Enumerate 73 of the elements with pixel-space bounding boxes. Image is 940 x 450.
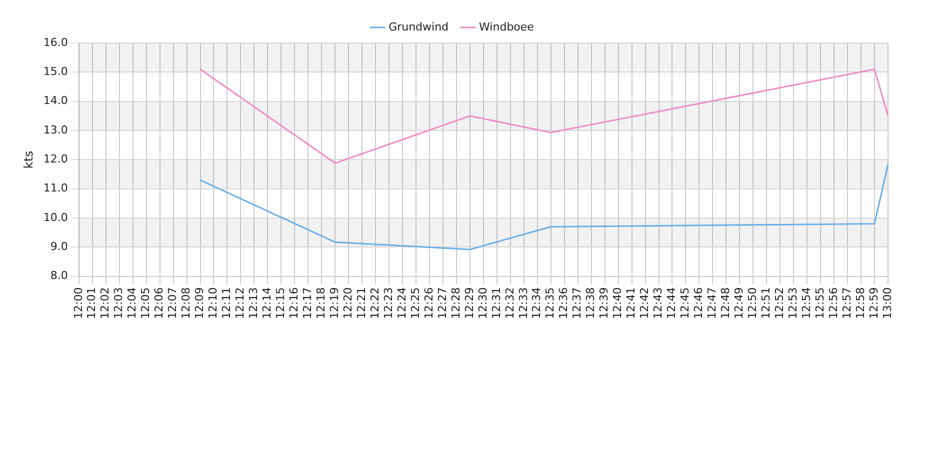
x-tick-label: 12:02 — [98, 287, 112, 320]
x-tick-label: 12:01 — [85, 287, 98, 320]
x-tick-label: 12:47 — [706, 287, 719, 320]
y-tick-label: 11.0 — [43, 182, 68, 195]
x-tick-label: 12:16 — [288, 287, 301, 320]
x-tick-label: 12:24 — [395, 287, 408, 320]
x-tick-label: 12:00 — [72, 287, 85, 320]
x-tick-label: 13:00 — [880, 287, 894, 320]
x-tick-label: 12:08 — [180, 287, 193, 320]
x-tick-label: 12:59 — [867, 287, 880, 320]
x-tick-label: 12:29 — [462, 287, 476, 320]
x-tick-label: 12:18 — [314, 287, 328, 320]
x-tick-label: 12:19 — [328, 287, 341, 320]
x-tick-label: 12:33 — [516, 287, 530, 320]
y-tick-label: 13.0 — [43, 123, 68, 136]
x-tick-label: 12:23 — [382, 287, 395, 320]
x-tick-label: 12:25 — [408, 287, 422, 320]
x-tick-label: 12:09 — [193, 287, 206, 320]
x-tick-label: 12:27 — [436, 287, 449, 320]
x-tick-label: 12:40 — [611, 287, 624, 320]
x-tick-label: 12:30 — [476, 287, 490, 320]
x-tick-label: 12:36 — [557, 287, 570, 320]
x-tick-label: 12:32 — [503, 287, 516, 320]
x-tick-label: 12:39 — [598, 287, 611, 320]
x-tick-label: 12:41 — [624, 287, 638, 320]
x-tick-label: 12:55 — [813, 287, 826, 320]
y-tick-label: 14.0 — [43, 94, 68, 108]
x-tick-label: 12:15 — [274, 287, 288, 320]
y-tick-label: 16.0 — [43, 36, 68, 49]
x-tick-label: 12:54 — [800, 287, 813, 320]
x-tick-label: 12:21 — [354, 287, 368, 320]
x-tick-label: 12:14 — [260, 287, 274, 320]
x-tick-label: 12:44 — [665, 287, 678, 320]
x-tick-label: 12:49 — [732, 287, 746, 320]
x-tick-label: 12:35 — [544, 287, 557, 320]
y-tick-label: 15.0 — [43, 65, 68, 78]
legend-label: Grundwind — [388, 20, 449, 34]
x-tick-label: 12:37 — [570, 287, 584, 320]
x-tick-label: 12:50 — [746, 287, 760, 320]
x-tick-label: 12:04 — [126, 287, 139, 320]
y-axis-title: kts — [21, 150, 36, 169]
x-tick-label: 12:42 — [638, 287, 652, 320]
x-tick-label: 12:26 — [422, 287, 436, 320]
x-tick-label: 12:11 — [220, 287, 234, 320]
y-tick-label: 12.0 — [43, 152, 68, 166]
x-tick-label: 12:45 — [678, 287, 692, 320]
x-tick-label: 12:38 — [584, 287, 598, 320]
x-tick-label: 12:17 — [301, 287, 314, 320]
x-tick-label: 12:31 — [490, 287, 503, 320]
x-tick-label: 12:57 — [840, 287, 854, 320]
x-tick-label: 12:56 — [826, 287, 840, 320]
x-tick-label: 12:20 — [341, 287, 354, 320]
x-tick-label: 12:28 — [449, 287, 462, 320]
x-tick-label: 12:07 — [166, 287, 180, 320]
x-tick-label: 12:13 — [247, 287, 260, 320]
x-tick-label: 12:06 — [152, 287, 166, 320]
y-tick-label: 9.0 — [50, 240, 68, 253]
x-tick-label: 12:43 — [652, 287, 665, 320]
x-tick-label: 12:22 — [368, 287, 382, 320]
y-tick-label: 8.0 — [50, 269, 68, 282]
x-tick-label: 12:03 — [112, 287, 126, 320]
x-tick-label: 12:53 — [786, 287, 800, 320]
y-tick-label: 10.0 — [43, 210, 68, 224]
x-tick-label: 12:58 — [854, 287, 867, 320]
x-tick-label: 12:48 — [719, 287, 732, 320]
x-tick-label: 12:34 — [530, 287, 544, 320]
x-tick-label: 12:05 — [139, 287, 152, 320]
legend-label: Windboee — [479, 20, 534, 34]
x-tick-label: 12:10 — [206, 287, 220, 320]
x-tick-label: 12:51 — [759, 287, 772, 320]
x-tick-label: 12:46 — [692, 287, 706, 320]
x-tick-label: 12:12 — [234, 287, 247, 320]
x-tick-label: 12:52 — [772, 287, 786, 320]
